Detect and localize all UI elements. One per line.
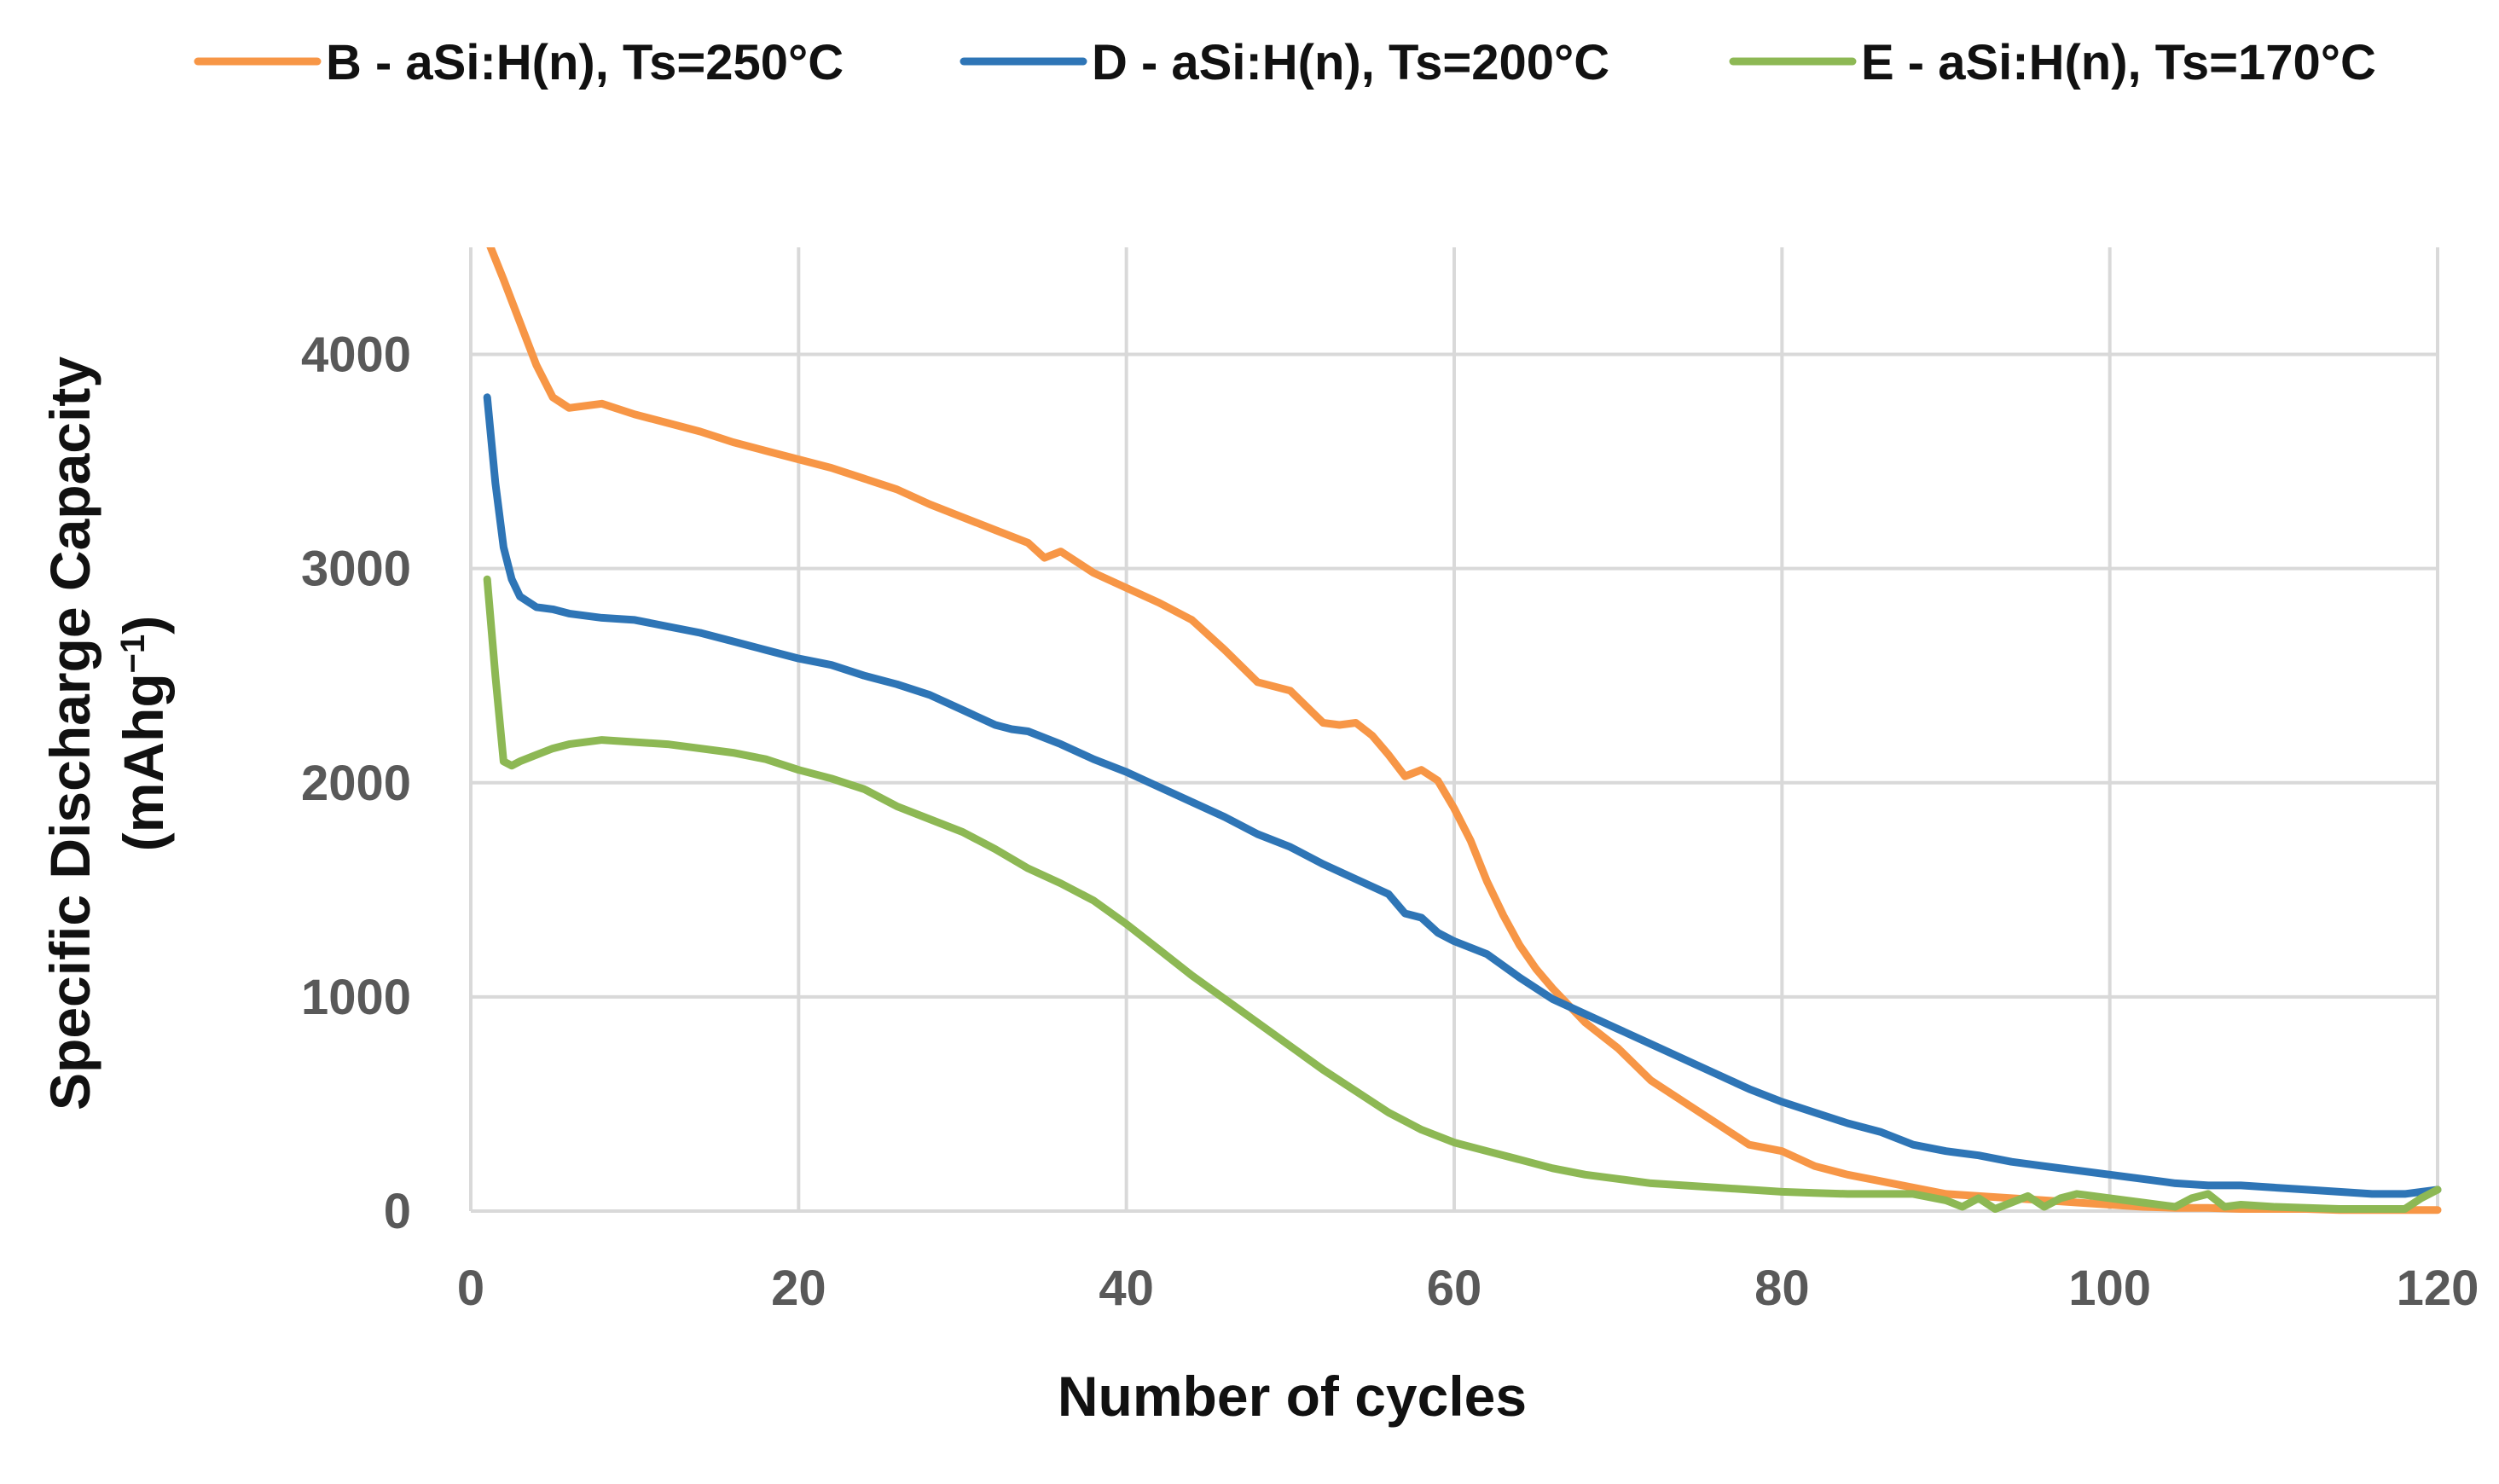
y-tick-label-3000: 3000 <box>301 542 411 597</box>
series-lines <box>483 247 2442 1214</box>
x-tick-label-80: 80 <box>1754 1261 1810 1316</box>
y-tick-label-1000: 1000 <box>301 970 411 1025</box>
gridlines <box>469 247 2439 1213</box>
series-line-e <box>483 575 2442 1213</box>
y-axis-unit-suffix: ) <box>112 616 175 635</box>
x-tick-label-20: 20 <box>771 1261 826 1316</box>
x-tick-label-120: 120 <box>2397 1261 2479 1316</box>
y-tick-label-0: 0 <box>384 1184 411 1239</box>
x-axis-title: Number of cycles <box>1058 1365 1527 1428</box>
x-tick-label-100: 100 <box>2068 1261 2151 1316</box>
tick-labels: 0 1000 2000 3000 4000 0 20 40 60 80 100 120 <box>301 328 2479 1316</box>
y-axis-title-line1: Specific Discharge Capacity <box>38 357 101 1110</box>
x-tick-label-40: 40 <box>1099 1261 1154 1316</box>
x-tick-label-60: 60 <box>1427 1261 1482 1316</box>
y-axis-unit-prefix: (mAhg <box>112 673 175 851</box>
y-tick-label-2000: 2000 <box>301 756 411 811</box>
y-axis-title: Specific Discharge Capacity (mAhg−1) <box>38 357 175 1110</box>
legend-label-b: B - aSi:H(n), Ts=250°C <box>326 35 844 90</box>
legend-label-d: D - aSi:H(n), Ts=200°C <box>1092 35 1609 90</box>
legend: B - aSi:H(n), Ts=250°C D - aSi:H(n), Ts=2… <box>194 35 2376 90</box>
y-axis-unit-exponent: −1 <box>114 635 152 674</box>
y-axis-title-line2: (mAhg−1) <box>112 616 175 852</box>
series-line-d <box>483 393 2442 1198</box>
x-tick-label-0: 0 <box>457 1261 484 1316</box>
y-tick-label-4000: 4000 <box>301 328 411 383</box>
legend-label-e: E - aSi:H(n), Ts=170°C <box>1861 35 2376 90</box>
